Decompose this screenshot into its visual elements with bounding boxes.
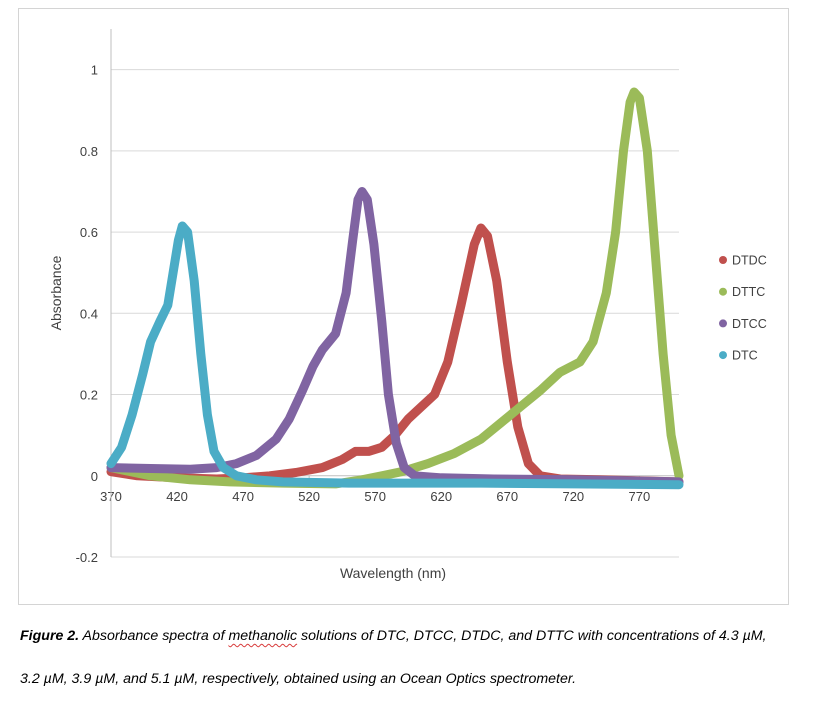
x-tick-label: 520 <box>298 489 320 504</box>
y-axis-title: Absorbance <box>48 255 64 330</box>
series-line-dtcc <box>106 187 684 487</box>
series-line-dtc <box>106 221 684 490</box>
absorbance-chart: -0.200.20.40.60.81 370 420 470 520 570 620 670… <box>48 29 767 581</box>
y-tick-label: -0.2 <box>76 550 98 565</box>
x-axis-ticks: 370 420 470 520 570 620 670 720 770 <box>100 475 651 504</box>
y-tick-label: 0 <box>91 469 98 484</box>
y-tick-label: 0.8 <box>80 144 98 159</box>
x-tick-label: 470 <box>232 489 254 504</box>
legend-marker-dtc <box>719 351 727 360</box>
caption-spellcheck-word: methanolic <box>228 628 298 644</box>
y-tick-label: 0.2 <box>80 388 98 403</box>
legend-label-dtdc: DTDC <box>732 254 767 268</box>
caption-line-1: Figure 2. Absorbance spectra of methanol… <box>20 626 767 646</box>
y-tick-label: 0.4 <box>80 306 98 321</box>
legend: DTDC DTTC DTCC DTC <box>719 254 767 363</box>
legend-marker-dttc <box>719 287 727 296</box>
chart-frame <box>18 8 789 605</box>
y-tick-label: 0.6 <box>80 225 98 240</box>
series-group <box>106 87 684 490</box>
y-axis-ticks: -0.2 0 0.2 0.4 0.6 0.8 1 <box>76 63 98 565</box>
legend-label-dtc: DTC <box>732 349 758 363</box>
legend-marker-dtcc <box>719 319 727 328</box>
legend-label-dtcc: DTCC <box>732 317 767 331</box>
x-tick-label: 420 <box>166 489 188 504</box>
legend-label-dttc: DTTC <box>732 285 765 299</box>
x-tick-label: 620 <box>430 489 452 504</box>
legend-marker-dtdc <box>719 256 727 264</box>
caption-text-b: solutions of DTC, DTCC, DTDC, and DTTC w… <box>297 628 767 644</box>
x-tick-label: 570 <box>364 489 386 504</box>
x-tick-label: 770 <box>629 489 651 504</box>
caption-text-a: Absorbance spectra of <box>79 628 229 644</box>
x-tick-label: 720 <box>562 489 584 504</box>
x-axis-title: Wavelength (nm) <box>340 565 446 581</box>
y-tick-label: 1 <box>91 63 98 78</box>
x-tick-label: 670 <box>496 489 518 504</box>
caption-line-2: 3.2 µM, 3.9 µM, and 5.1 µM, respectively… <box>20 671 577 687</box>
figure-label: Figure 2. <box>20 628 80 644</box>
